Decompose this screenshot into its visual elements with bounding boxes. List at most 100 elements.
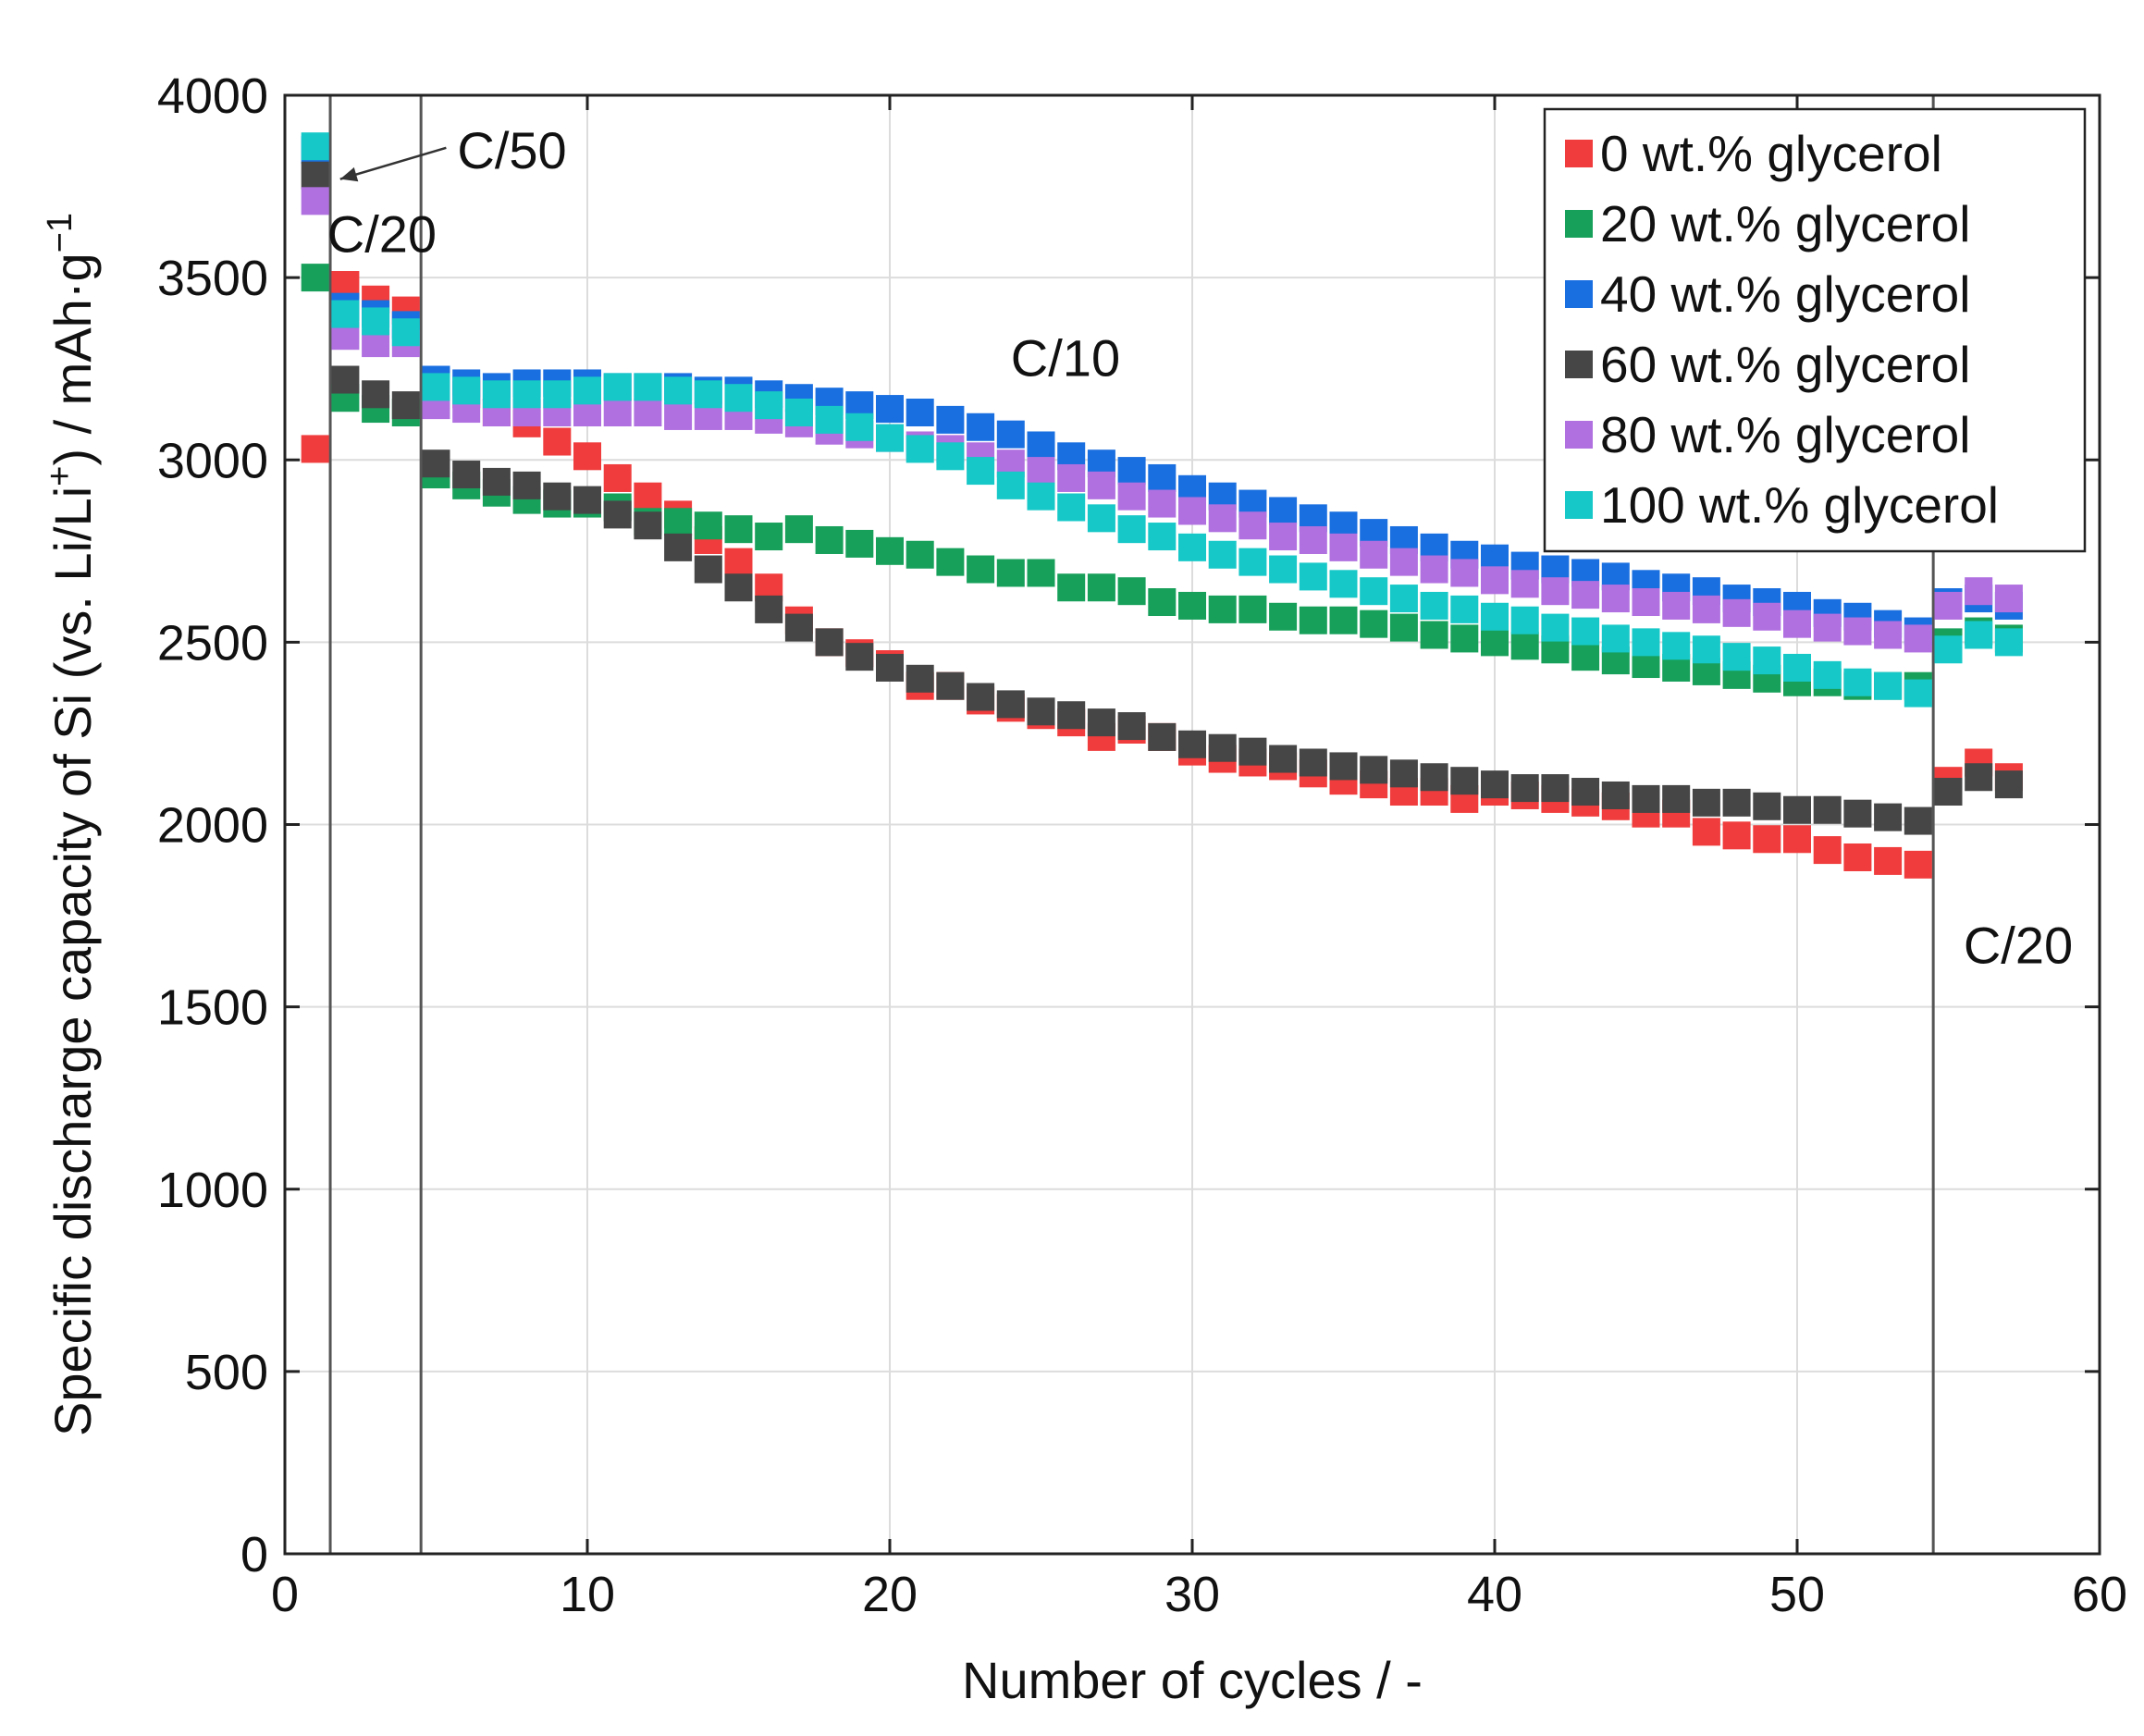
data-point [512,380,541,409]
data-point [1087,708,1115,737]
data-point [1994,770,2023,799]
data-point [815,405,844,434]
data-point [1057,573,1086,602]
data-point [1269,497,1298,525]
data-point [1541,577,1570,606]
data-point [1178,591,1206,620]
data-point [1087,504,1115,533]
data-point [906,398,934,426]
annotation-arrowhead [339,166,359,182]
legend-label: 0 wt.% glycerol [1600,125,1942,182]
data-point [1027,457,1055,486]
data-point [815,628,844,657]
data-point [1753,646,1781,675]
data-point [694,511,722,540]
data-point [1843,843,1872,871]
data-point [996,420,1025,449]
y-axis-title-sup1: + [41,466,80,486]
data-point [1299,748,1327,777]
legend: 0 wt.% glycerol 20 wt.% glycerol 40 wt.% g… [1543,107,2087,553]
x-tick-label: 60 [2072,1567,2127,1622]
data-point [876,653,904,682]
data-point [1299,606,1327,634]
data-point [634,511,662,540]
data-point [694,380,722,409]
data-point [1269,555,1298,584]
data-point [391,391,420,420]
data-point [996,690,1025,719]
legend-swatch [1565,210,1593,238]
data-point [755,523,783,551]
data-point [1389,585,1418,613]
data-point [1965,577,1993,606]
data-point [845,529,874,558]
data-point [1874,846,1903,875]
y-tick-label: 2000 [157,798,268,854]
rate-annotations: C/50 C/20 C/10 C/20 [327,121,2073,974]
data-point [1057,463,1086,492]
data-point [634,398,662,426]
data-point [1208,504,1237,533]
data-point [1238,511,1267,540]
legend-label: 20 wt.% glycerol [1600,195,1970,252]
x-tick-label: 20 [862,1567,918,1622]
data-point [1510,632,1539,660]
x-tick-label: 40 [1467,1567,1522,1622]
legend-box [1543,107,2087,553]
data-point [936,671,965,700]
data-point [936,405,965,434]
data-point [301,187,329,215]
data-point [512,471,541,499]
data-point [301,132,329,161]
data-point [1087,573,1115,602]
y-tick-label: 2500 [157,615,268,671]
data-point [573,486,601,514]
data-point [1360,577,1388,606]
data-point [1389,548,1418,576]
data-point [1329,570,1358,598]
series-5 [301,132,2023,708]
y-tick-label: 0 [240,1527,268,1582]
data-point [1117,482,1146,511]
data-point [1632,784,1660,813]
data-point [815,525,844,554]
y-axis-title-part2: ) / mAh·g [43,252,102,465]
data-point [784,515,813,544]
data-point [301,161,329,190]
data-point [1813,795,1842,824]
data-point [573,442,601,471]
data-point [1692,635,1720,664]
data-point [1813,836,1842,865]
data-point [331,300,360,328]
legend-label: 60 wt.% glycerol [1600,336,1970,393]
data-point [1450,624,1479,653]
data-point [1662,632,1691,660]
data-point [1722,821,1751,850]
legend-swatch [1565,351,1593,378]
data-point [755,595,783,623]
y-tick-label: 3000 [157,433,268,488]
data-point [1117,577,1146,606]
data-point [543,380,572,409]
data-point [1057,701,1086,730]
data-point [1481,602,1509,631]
data-point [664,376,693,405]
data-point [1178,497,1206,525]
legend-label: 100 wt.% glycerol [1600,476,1999,534]
data-point [1481,770,1509,799]
data-point [1571,617,1600,646]
data-point [936,442,965,471]
x-tick-label: 0 [271,1567,299,1622]
x-axis-title: Number of cycles / - [962,1651,1423,1709]
x-tick-label: 10 [560,1567,615,1622]
data-point [845,412,874,441]
data-point [1420,555,1448,584]
data-point [724,384,753,412]
data-point [1783,653,1811,682]
data-point [967,555,995,584]
data-point [331,365,360,394]
data-point [1299,562,1327,591]
data-point [603,463,632,492]
data-point [1481,628,1509,657]
